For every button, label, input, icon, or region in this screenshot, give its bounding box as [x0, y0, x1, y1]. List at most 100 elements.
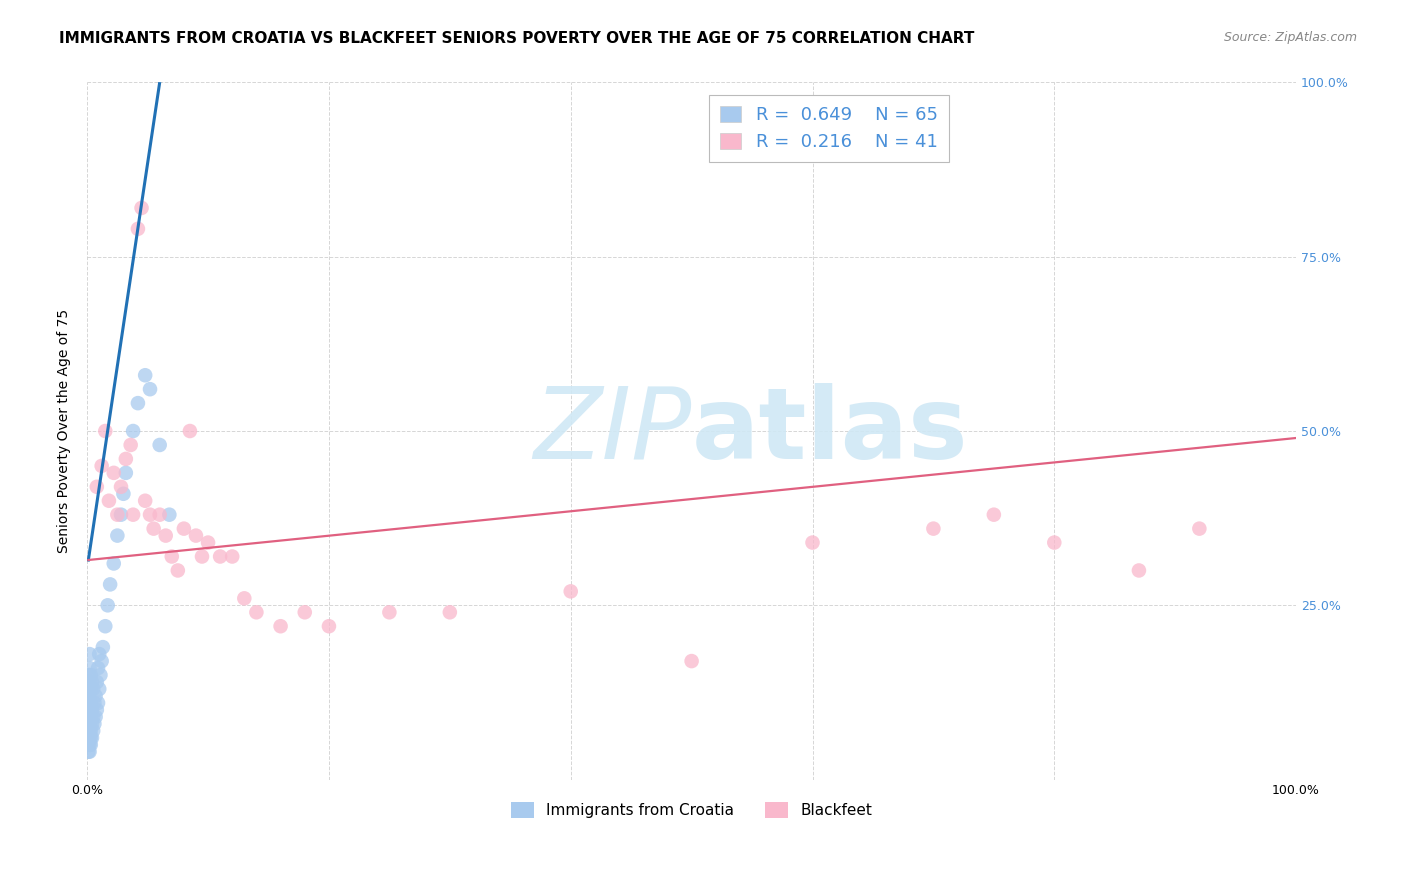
Point: [84, 710, 107, 724]
Point: [86, 675, 108, 690]
Point: [801, 535, 824, 549]
Text: atlas: atlas: [692, 383, 969, 480]
Point: [157, 508, 180, 522]
Point: [83, 716, 105, 731]
Point: [112, 487, 135, 501]
Point: [77, 745, 100, 759]
Point: [98, 577, 121, 591]
Point: [82, 723, 104, 738]
Point: [97, 493, 120, 508]
Point: [122, 424, 145, 438]
Point: [86, 480, 108, 494]
Point: [983, 508, 1005, 522]
Point: [77, 681, 100, 696]
Point: [131, 201, 153, 215]
Point: [77, 731, 100, 745]
Point: [105, 528, 128, 542]
Point: [179, 424, 201, 438]
Point: [439, 605, 461, 619]
Point: [79, 723, 101, 738]
Point: [77, 716, 100, 731]
Point: [94, 619, 117, 633]
Point: [80, 681, 103, 696]
Point: [77, 668, 100, 682]
Point: [318, 619, 340, 633]
Point: [83, 696, 105, 710]
Text: Source: ZipAtlas.com: Source: ZipAtlas.com: [1223, 31, 1357, 45]
Point: [79, 675, 101, 690]
Point: [77, 710, 100, 724]
Point: [155, 528, 177, 542]
Point: [1043, 535, 1066, 549]
Point: [77, 675, 100, 690]
Point: [80, 703, 103, 717]
Point: [270, 619, 292, 633]
Point: [82, 681, 104, 696]
Point: [79, 696, 101, 710]
Point: [84, 689, 107, 703]
Point: [77, 703, 100, 717]
Point: [79, 745, 101, 759]
Point: [79, 661, 101, 675]
Y-axis label: Seniors Poverty Over the Age of 75: Seniors Poverty Over the Age of 75: [58, 309, 72, 553]
Point: [82, 710, 104, 724]
Point: [79, 703, 101, 717]
Point: [97, 599, 120, 613]
Point: [1188, 522, 1211, 536]
Point: [134, 368, 156, 383]
Point: [173, 522, 195, 536]
Point: [221, 549, 243, 564]
Point: [134, 493, 156, 508]
Point: [294, 605, 316, 619]
Point: [79, 647, 101, 661]
Point: [160, 549, 183, 564]
Point: [79, 716, 101, 731]
Text: IMMIGRANTS FROM CROATIA VS BLACKFEET SENIORS POVERTY OVER THE AGE OF 75 CORRELAT: IMMIGRANTS FROM CROATIA VS BLACKFEET SEN…: [59, 31, 974, 46]
Point: [560, 584, 582, 599]
Point: [139, 382, 162, 396]
Point: [79, 689, 101, 703]
Point: [79, 731, 101, 745]
Point: [79, 738, 101, 752]
Point: [90, 654, 112, 668]
Point: [110, 480, 132, 494]
Point: [110, 508, 132, 522]
Point: [90, 458, 112, 473]
Text: ZIP: ZIP: [533, 383, 692, 480]
Point: [681, 654, 703, 668]
Point: [120, 438, 142, 452]
Point: [149, 508, 172, 522]
Point: [77, 696, 100, 710]
Point: [80, 738, 103, 752]
Point: [197, 535, 219, 549]
Point: [89, 647, 111, 661]
Point: [77, 723, 100, 738]
Point: [149, 438, 172, 452]
Point: [378, 605, 401, 619]
Point: [245, 605, 267, 619]
Point: [233, 591, 256, 606]
Point: [89, 681, 111, 696]
Point: [80, 668, 103, 682]
Point: [86, 703, 108, 717]
Point: [122, 508, 145, 522]
Point: [103, 557, 125, 571]
Point: [79, 710, 101, 724]
Point: [77, 689, 100, 703]
Point: [80, 710, 103, 724]
Point: [80, 675, 103, 690]
Point: [91, 640, 114, 654]
Point: [80, 696, 103, 710]
Point: [77, 738, 100, 752]
Point: [191, 549, 214, 564]
Point: [184, 528, 207, 542]
Point: [80, 731, 103, 745]
Point: [80, 716, 103, 731]
Point: [142, 522, 165, 536]
Point: [94, 424, 117, 438]
Point: [87, 661, 110, 675]
Point: [80, 731, 103, 745]
Point: [127, 222, 149, 236]
Point: [922, 522, 945, 536]
Point: [105, 508, 128, 522]
